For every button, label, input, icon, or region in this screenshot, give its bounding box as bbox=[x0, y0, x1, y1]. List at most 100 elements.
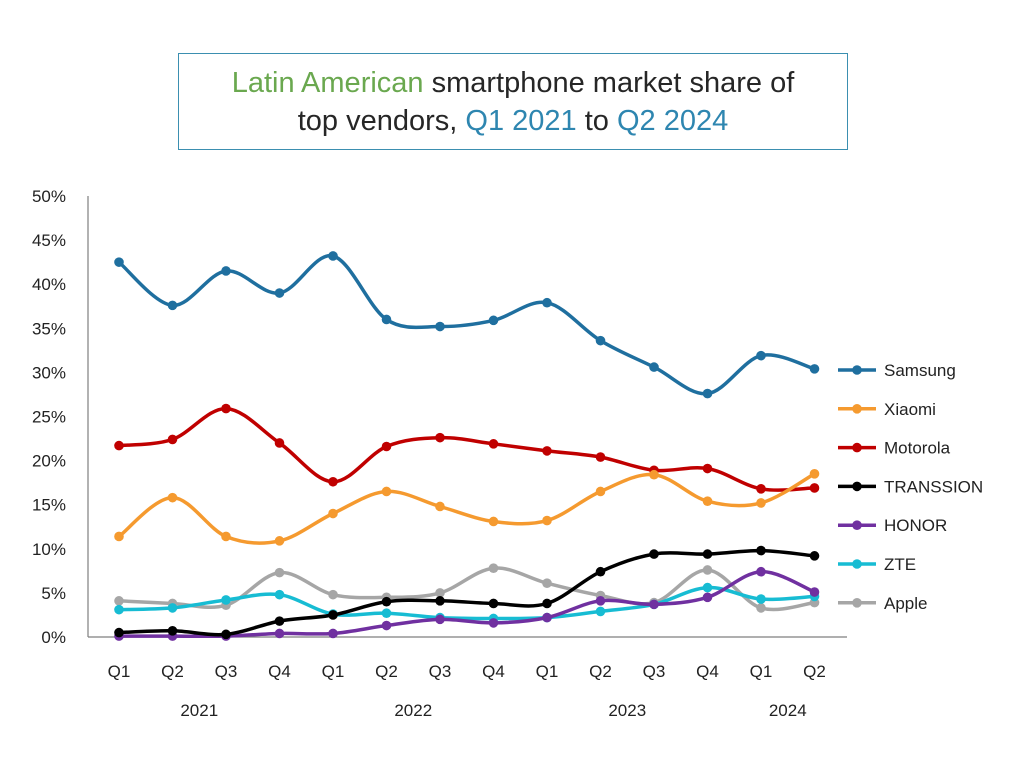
data-point-motorola bbox=[167, 434, 178, 445]
x-tick-label: Q2 bbox=[589, 662, 612, 681]
data-point-transsion bbox=[167, 626, 178, 636]
legend-item-motorola: Motorola bbox=[838, 439, 951, 458]
legend-label: Apple bbox=[884, 594, 927, 613]
legend-swatch-marker bbox=[852, 559, 862, 569]
data-point-xiaomi bbox=[542, 515, 552, 526]
legend-label: HONOR bbox=[884, 516, 947, 535]
data-point-honor bbox=[488, 618, 499, 628]
x-group-label: 2024 bbox=[769, 701, 807, 720]
data-point-transsion bbox=[702, 549, 713, 559]
data-point-samsung bbox=[114, 257, 124, 267]
title-segment: Q2 2024 bbox=[616, 104, 729, 137]
legend-swatch-marker bbox=[852, 598, 862, 608]
series-line-samsung bbox=[117, 254, 817, 396]
data-point-zte bbox=[595, 606, 606, 617]
title-segment: to bbox=[576, 104, 617, 137]
data-point-samsung bbox=[756, 350, 766, 361]
data-point-apple bbox=[488, 563, 499, 574]
legend-item-xiaomi: Xiaomi bbox=[838, 400, 936, 419]
data-point-transsion bbox=[274, 616, 285, 626]
data-point-zte bbox=[167, 603, 178, 613]
series-lines bbox=[114, 251, 820, 641]
data-point-motorola bbox=[114, 440, 124, 451]
data-point-zte bbox=[114, 604, 124, 615]
title-segment: Q1 2021 bbox=[465, 104, 577, 137]
data-point-honor bbox=[702, 592, 713, 603]
data-point-transsion bbox=[649, 549, 659, 559]
data-point-motorola bbox=[221, 403, 231, 414]
y-tick-label: 15% bbox=[32, 496, 66, 515]
data-point-xiaomi bbox=[114, 531, 124, 542]
data-point-transsion bbox=[435, 596, 445, 606]
legend-label: ZTE bbox=[884, 555, 916, 574]
x-tick-label: Q1 bbox=[322, 662, 345, 681]
data-point-xiaomi bbox=[649, 469, 659, 480]
data-point-xiaomi bbox=[274, 536, 285, 546]
legend-swatch-marker bbox=[852, 520, 862, 530]
data-point-transsion bbox=[488, 598, 499, 609]
data-point-samsung bbox=[488, 315, 499, 326]
x-tick-label: Q1 bbox=[108, 662, 131, 681]
data-point-apple bbox=[542, 578, 552, 588]
data-point-xiaomi bbox=[809, 469, 820, 479]
data-point-xiaomi bbox=[756, 498, 766, 508]
data-point-apple bbox=[274, 567, 285, 578]
y-tick-label: 0% bbox=[41, 628, 66, 647]
data-point-motorola bbox=[435, 432, 445, 443]
data-point-apple bbox=[702, 565, 713, 575]
y-tick-label: 10% bbox=[32, 540, 66, 559]
legend-item-zte: ZTE bbox=[838, 555, 916, 574]
legend-swatch-marker bbox=[852, 481, 862, 492]
data-point-samsung bbox=[809, 364, 820, 374]
data-point-honor bbox=[809, 587, 820, 597]
series-samsung bbox=[114, 251, 820, 399]
data-point-apple bbox=[435, 588, 445, 598]
x-tick-label: Q3 bbox=[215, 662, 238, 681]
data-point-apple bbox=[114, 596, 124, 606]
data-point-motorola bbox=[381, 441, 392, 452]
legend-item-transsion: TRANSSION bbox=[838, 477, 983, 496]
title-segment: Latin American bbox=[231, 66, 424, 99]
data-point-motorola bbox=[328, 476, 338, 487]
data-point-samsung bbox=[328, 251, 338, 261]
legend-swatch-marker bbox=[852, 442, 862, 453]
data-point-zte bbox=[381, 608, 392, 618]
data-point-xiaomi bbox=[167, 492, 178, 503]
chart-title-line-1: Latin American smartphone market share o… bbox=[232, 64, 795, 102]
data-point-motorola bbox=[809, 483, 820, 493]
data-point-apple bbox=[756, 603, 766, 613]
data-point-honor bbox=[274, 628, 285, 639]
data-point-zte bbox=[221, 595, 231, 605]
x-tick-label: Q3 bbox=[643, 662, 666, 681]
data-point-transsion bbox=[114, 627, 124, 638]
data-point-motorola bbox=[702, 463, 713, 474]
x-tick-label: Q2 bbox=[161, 662, 184, 681]
data-point-xiaomi bbox=[381, 486, 392, 497]
x-tick-label: Q1 bbox=[750, 662, 773, 681]
data-point-samsung bbox=[702, 388, 713, 399]
legend-swatch-marker bbox=[852, 365, 862, 375]
data-point-transsion bbox=[328, 610, 338, 620]
chart-title-line-2: top vendors, Q1 2021 to Q2 2024 bbox=[298, 102, 729, 140]
x-group-label: 2023 bbox=[608, 701, 646, 720]
data-point-samsung bbox=[167, 300, 178, 311]
legend-item-apple: Apple bbox=[838, 594, 927, 613]
data-point-xiaomi bbox=[328, 508, 338, 519]
x-tick-label: Q2 bbox=[375, 662, 398, 681]
data-point-honor bbox=[595, 596, 606, 606]
y-tick-label: 45% bbox=[32, 231, 66, 250]
legend-label: Samsung bbox=[884, 361, 956, 380]
y-tick-label: 25% bbox=[32, 408, 66, 427]
data-point-honor bbox=[381, 620, 392, 631]
data-point-xiaomi bbox=[595, 486, 606, 497]
data-point-transsion bbox=[809, 551, 820, 561]
legend-item-honor: HONOR bbox=[838, 516, 947, 535]
data-point-samsung bbox=[595, 335, 606, 346]
series-transsion bbox=[114, 545, 820, 640]
title-segment: smartphone market share of bbox=[423, 66, 795, 99]
x-group-label: 2022 bbox=[394, 701, 432, 720]
data-point-zte bbox=[274, 589, 285, 600]
y-tick-label: 50% bbox=[32, 187, 66, 206]
